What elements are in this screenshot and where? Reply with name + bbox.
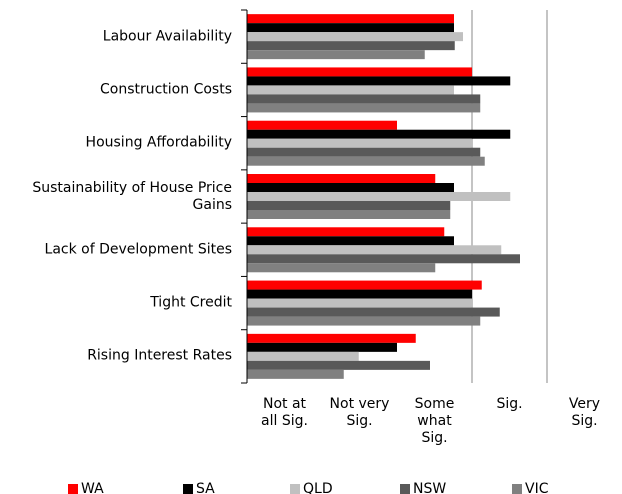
- bar: [247, 245, 502, 255]
- bar: [247, 342, 397, 352]
- bar: [247, 94, 481, 104]
- legend-label: SA: [196, 481, 215, 494]
- bar: [247, 369, 344, 379]
- bar: [247, 174, 436, 183]
- bar: [247, 138, 472, 148]
- bar: [247, 201, 451, 210]
- legend-item: SA: [183, 481, 215, 494]
- bar: [247, 67, 472, 77]
- bar: [247, 32, 463, 42]
- x-tick-label: Not at all Sig.: [261, 396, 308, 429]
- legend-swatch: [290, 484, 300, 494]
- bar: [247, 41, 455, 51]
- category-label: Housing Affordability: [85, 134, 232, 151]
- bar: [247, 147, 481, 157]
- legend-item: QLD: [290, 481, 333, 494]
- category-label: Labour Availability: [102, 28, 232, 45]
- legend-item: WA: [68, 481, 104, 494]
- legend-swatch: [400, 484, 410, 494]
- bar: [247, 316, 481, 326]
- x-tick-label: Sig.: [496, 396, 523, 412]
- category-label: Sustainability of House Price Gains: [32, 179, 232, 213]
- legend: WA SA QLD NSW VIC: [0, 481, 622, 494]
- legend-swatch: [68, 484, 78, 494]
- x-tick-label: Some what Sig.: [414, 396, 455, 446]
- bar: [247, 307, 500, 317]
- legend-item: NSW: [400, 481, 446, 494]
- legend-item: VIC: [512, 481, 548, 494]
- bar: [247, 156, 485, 166]
- bar: [247, 23, 454, 33]
- legend-label: NSW: [413, 481, 447, 494]
- bar: [247, 76, 511, 86]
- bar: [247, 236, 454, 246]
- bar: [247, 183, 454, 192]
- x-tick-label: Very Sig.: [568, 396, 601, 429]
- bar: [247, 210, 451, 219]
- legend-label: QLD: [303, 481, 333, 494]
- bar: [247, 85, 454, 95]
- bar: [247, 50, 425, 60]
- category-label: Construction Costs: [99, 81, 232, 98]
- bar: [247, 289, 472, 299]
- legend-label: VIC: [525, 481, 549, 494]
- bar: [247, 360, 430, 370]
- bar: [247, 103, 481, 113]
- bar: [247, 351, 359, 361]
- bar: [247, 263, 436, 273]
- bar: [247, 129, 511, 139]
- bar: [247, 14, 454, 24]
- legend-swatch: [183, 484, 193, 494]
- category-label: Tight Credit: [150, 294, 232, 311]
- bar: [247, 120, 397, 130]
- bar: [247, 333, 416, 343]
- category-label: Lack of Development Sites: [44, 241, 232, 258]
- bar: [247, 254, 520, 264]
- x-tick-label: Not very Sig.: [329, 396, 390, 429]
- legend-swatch: [512, 484, 522, 494]
- bar: [247, 298, 472, 308]
- bar: [247, 192, 511, 201]
- bar: [247, 280, 482, 290]
- category-label: Rising Interest Rates: [87, 347, 232, 364]
- legend-label: WA: [81, 481, 104, 494]
- bar: [247, 227, 445, 237]
